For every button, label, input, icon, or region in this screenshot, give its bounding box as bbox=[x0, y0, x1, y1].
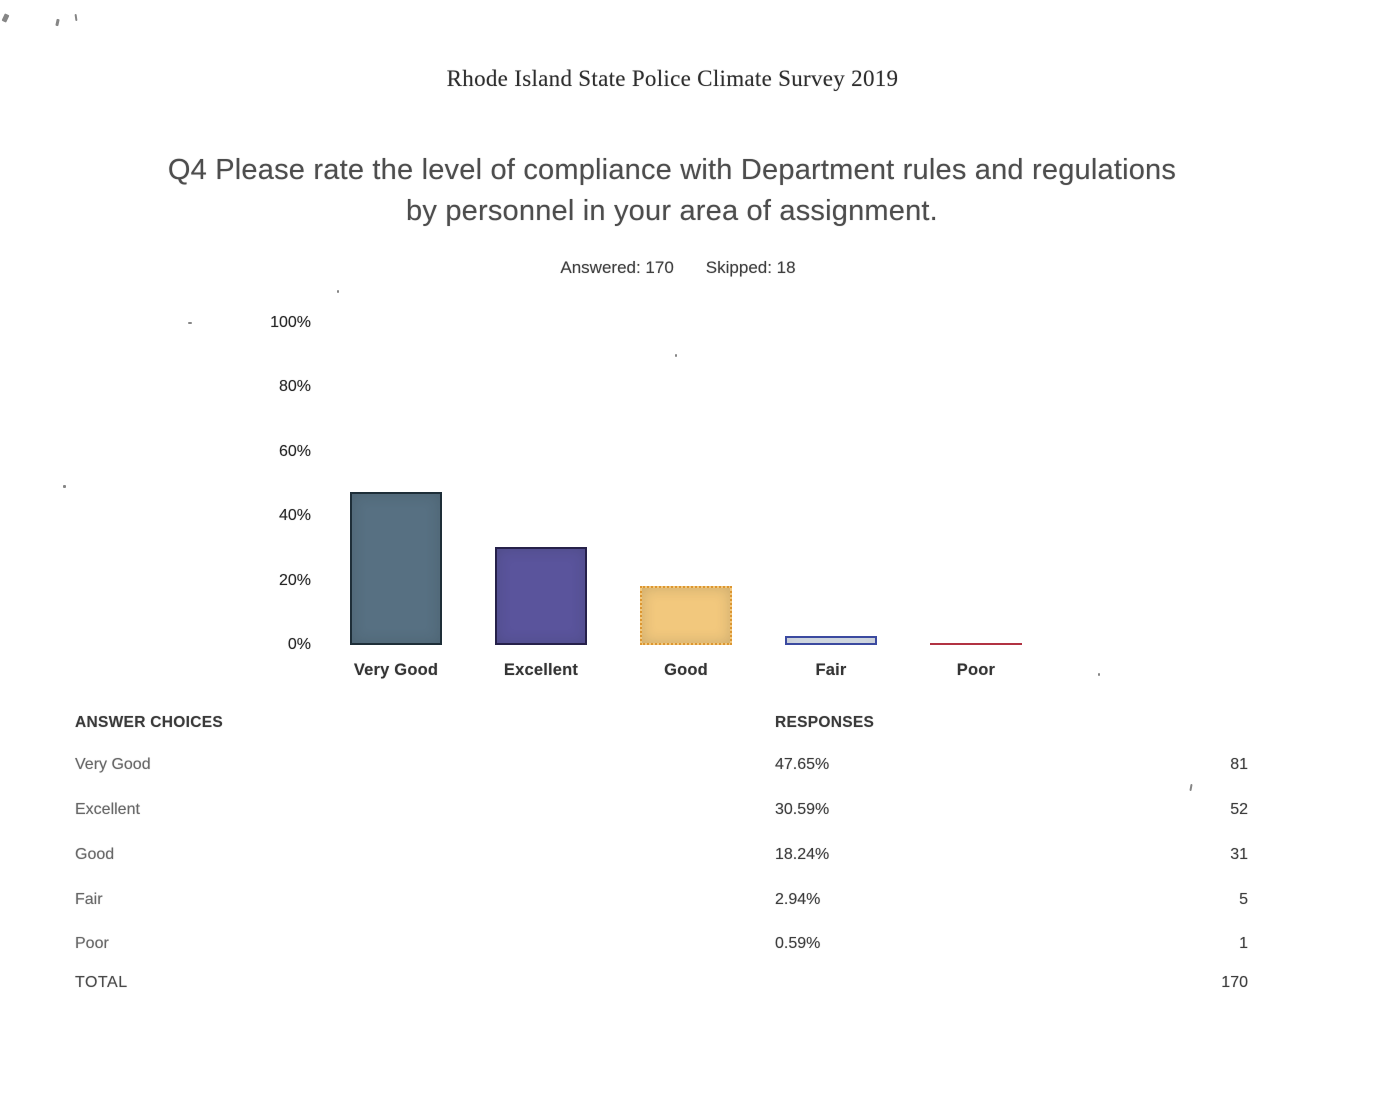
row-percent: 47.65% bbox=[775, 756, 830, 773]
answered-count: Answered: 170 bbox=[560, 258, 674, 277]
scan-speck bbox=[55, 18, 60, 27]
row-count: 5 bbox=[1239, 891, 1248, 908]
document-title: Rhode Island State Police Climate Survey… bbox=[446, 66, 899, 91]
response-meta: Answered: 170 Skipped: 18 bbox=[0, 258, 1356, 278]
y-axis-tick-100: 100% bbox=[270, 314, 311, 331]
row-count: 81 bbox=[1230, 756, 1248, 773]
x-axis-label-excellent: Excellent bbox=[503, 661, 579, 679]
bar-excellent bbox=[495, 546, 587, 645]
row-percent: 30.59% bbox=[775, 801, 830, 818]
bar-very-good bbox=[350, 491, 442, 645]
total-count: 170 bbox=[1221, 974, 1248, 991]
y-axis-tick-20: 20% bbox=[278, 572, 311, 589]
skipped-count: Skipped: 18 bbox=[705, 258, 796, 277]
y-axis-tick-60: 60% bbox=[278, 443, 311, 460]
header-answer-choices: ANSWER CHOICES bbox=[75, 714, 224, 731]
x-axis-label-poor: Poor bbox=[956, 661, 996, 679]
table-row: Poor 0.59% 1 bbox=[75, 933, 1248, 955]
row-label: Good bbox=[75, 846, 115, 863]
total-label: TOTAL bbox=[75, 974, 128, 991]
question-title: Q4 Please rate the level of compliance w… bbox=[167, 154, 1177, 228]
scan-speck bbox=[1, 13, 10, 23]
table-row: Fair 2.94% 5 bbox=[75, 889, 1248, 911]
row-percent: 2.94% bbox=[775, 891, 821, 908]
row-label: Fair bbox=[75, 891, 103, 908]
row-label: Poor bbox=[75, 935, 109, 952]
row-count: 1 bbox=[1239, 935, 1248, 952]
scan-speck bbox=[675, 354, 677, 357]
y-axis-tick-80: 80% bbox=[278, 378, 311, 395]
bar-poor bbox=[930, 642, 1022, 645]
row-count: 31 bbox=[1230, 846, 1248, 863]
scan-speck bbox=[74, 13, 78, 22]
scan-speck bbox=[1189, 783, 1193, 792]
bar-chart: 100% 80% 60% 40% 20% 0% Very Good Excell… bbox=[255, 308, 1085, 693]
table-row: Very Good 47.65% 81 bbox=[75, 754, 1248, 776]
header-responses: RESPONSES bbox=[775, 714, 875, 731]
scan-speck bbox=[188, 322, 192, 324]
table-row: Excellent 30.59% 52 bbox=[75, 799, 1248, 821]
x-axis-label-good: Good bbox=[664, 661, 708, 679]
table-header-row: ANSWER CHOICES RESPONSES bbox=[75, 712, 1248, 734]
scan-speck bbox=[63, 485, 66, 488]
scan-speck bbox=[337, 290, 339, 293]
row-percent: 0.59% bbox=[775, 935, 821, 952]
table-total-row: TOTAL 170 bbox=[75, 972, 1248, 994]
scan-speck bbox=[1098, 673, 1100, 676]
row-label: Excellent bbox=[75, 801, 140, 818]
y-axis-tick-40: 40% bbox=[278, 507, 311, 524]
x-axis-label-very-good: Very Good bbox=[353, 661, 439, 679]
table-row: Good 18.24% 31 bbox=[75, 844, 1248, 866]
row-count: 52 bbox=[1230, 801, 1248, 818]
row-label: Very Good bbox=[75, 756, 151, 773]
row-percent: 18.24% bbox=[775, 846, 830, 863]
bar-good bbox=[640, 586, 732, 645]
bar-fair bbox=[785, 635, 877, 645]
x-axis-label-fair: Fair bbox=[815, 661, 847, 679]
y-axis-tick-0: 0% bbox=[287, 636, 311, 653]
